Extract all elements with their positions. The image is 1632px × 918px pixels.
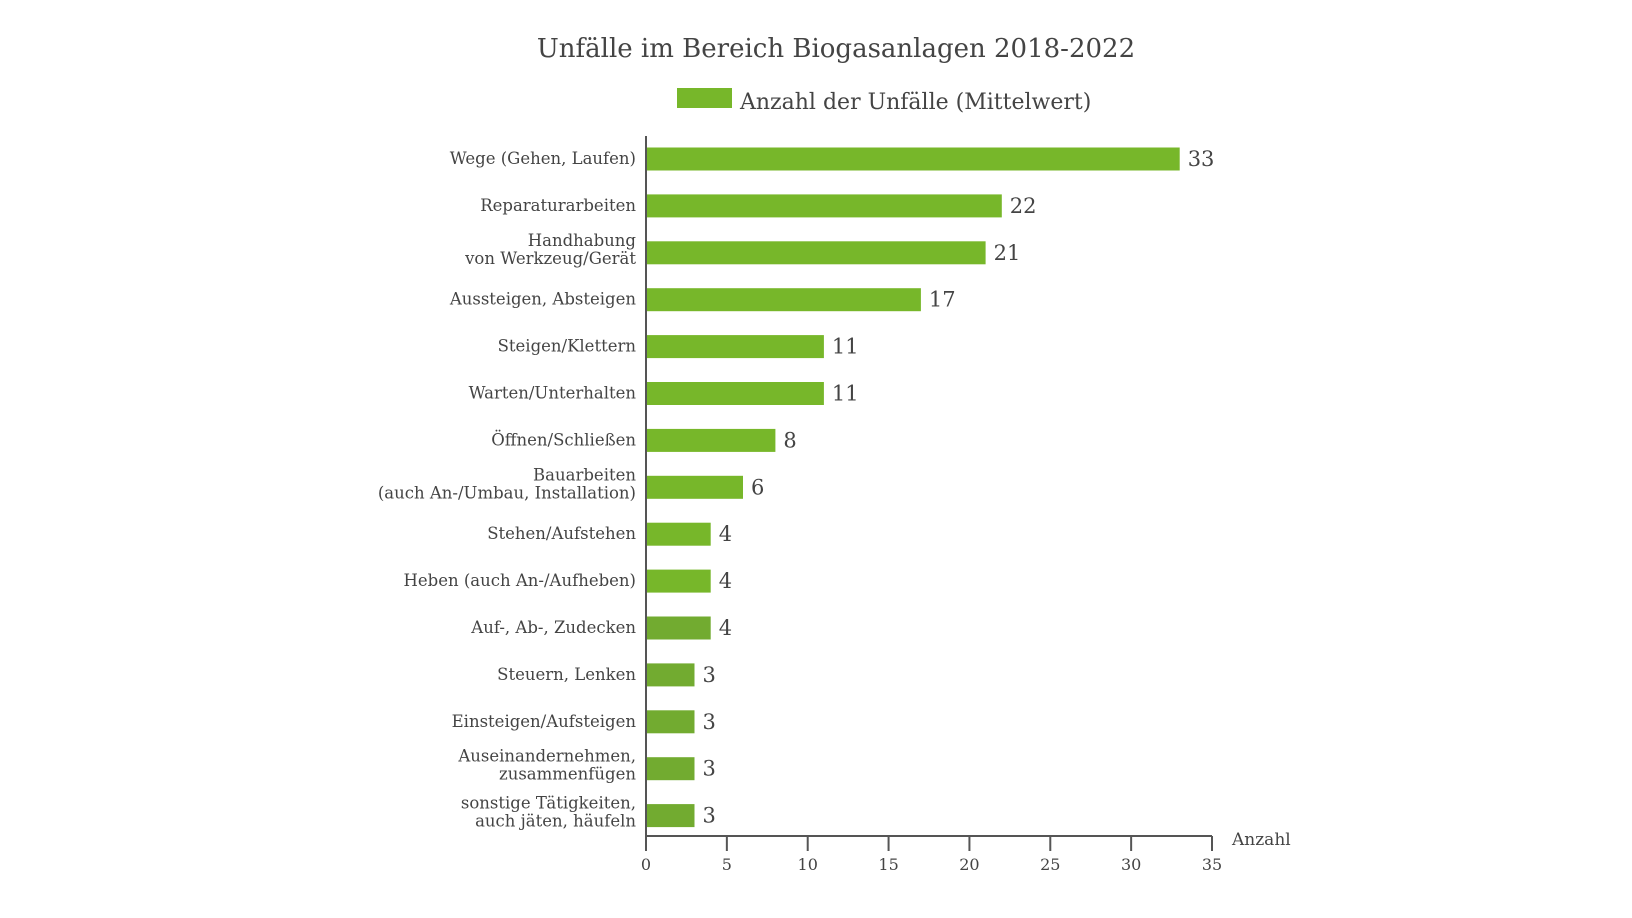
bar (646, 288, 921, 312)
category-label-line: Handhabung (528, 231, 637, 250)
category-label: Steigen/Klettern (498, 337, 637, 356)
category-label-line: Einsteigen/Aufsteigen (452, 712, 637, 731)
bar (646, 475, 743, 499)
bar-value-label: 21 (994, 241, 1021, 265)
category-label-line: Reparaturarbeiten (480, 196, 636, 215)
legend-swatch (677, 88, 732, 108)
bar (646, 663, 695, 687)
category-label-line: Wege (Gehen, Laufen) (450, 149, 636, 168)
category-label-line: Steuern, Lenken (497, 665, 636, 684)
bar-value-label: 11 (832, 382, 859, 406)
bar-value-label: 4 (719, 616, 732, 640)
bar-value-label: 3 (703, 757, 716, 781)
category-label: Steuern, Lenken (497, 665, 636, 684)
category-label: sonstige Tätigkeiten, auch jäten, häufeln (461, 794, 636, 831)
category-label-line: Aussteigen, Absteigen (449, 290, 637, 309)
bar (646, 241, 986, 265)
bar (646, 616, 711, 640)
category-label-line: Stehen/Aufstehen (487, 524, 636, 543)
bar-value-label: 33 (1188, 147, 1215, 171)
category-label: Handhabung von Werkzeug/Gerät (464, 231, 636, 268)
category-label-line: Auf-, Ab-, Zudecken (470, 618, 636, 637)
category-label: Warten/Unterhalten (469, 384, 637, 403)
x-axis-title: Anzahl (1231, 830, 1291, 850)
x-tick-label: 15 (878, 855, 898, 874)
bar (646, 194, 1002, 218)
category-label: Bauarbeiten (auch An-/Umbau, Installation… (378, 465, 637, 502)
bars-group (646, 147, 1180, 828)
category-label-line: Steigen/Klettern (498, 337, 637, 356)
x-tick-label: 10 (798, 855, 818, 874)
bar (646, 428, 776, 452)
category-label-line: Heben (auch An-/Aufheben) (404, 571, 636, 590)
bar (646, 710, 695, 734)
bar (646, 382, 824, 405)
category-label: Auseinandernehmen, zusammenfügen (457, 747, 636, 784)
category-labels: Wege (Gehen, Laufen) Reparaturarbeiten Han… (378, 149, 637, 831)
bar-value-label: 22 (1010, 194, 1037, 218)
bar-value-label: 3 (703, 663, 716, 687)
legend: Anzahl der Unfälle (Mittelwert) (677, 88, 1091, 115)
x-tick-label: 5 (722, 855, 732, 874)
bar-value-label: 6 (751, 475, 764, 499)
bar-value-label: 3 (703, 804, 716, 828)
x-tick-label: 30 (1121, 855, 1141, 874)
bar (646, 147, 1180, 171)
category-label-line: (auch An-/Umbau, Installation) (378, 483, 636, 502)
category-label-line: zusammenfügen (499, 765, 636, 784)
category-label-line: von Werkzeug/Gerät (464, 249, 636, 268)
bar (646, 522, 711, 546)
category-label-line: Auseinandernehmen, (457, 747, 636, 766)
bar (646, 335, 824, 359)
category-label: Auf-, Ab-, Zudecken (470, 618, 636, 637)
category-label: Öffnen/Schließen (491, 429, 636, 449)
legend-label: Anzahl der Unfälle (Mittelwert) (739, 90, 1091, 115)
bar-value-label: 4 (719, 522, 732, 546)
bar-value-label: 4 (719, 569, 732, 593)
bar (646, 757, 695, 781)
x-tick-label: 35 (1202, 855, 1222, 874)
bar-value-label: 17 (929, 288, 956, 312)
bar (646, 804, 695, 828)
category-label-line: Bauarbeiten (533, 465, 636, 484)
category-label: Wege (Gehen, Laufen) (450, 149, 636, 168)
category-label-line: sonstige Tätigkeiten, (461, 794, 636, 813)
axes: 0 5 10 15 20 25 30 35 (641, 136, 1222, 874)
bar-value-label: 11 (832, 335, 859, 359)
category-label: Heben (auch An-/Aufheben) (404, 571, 636, 590)
category-label: Einsteigen/Aufsteigen (452, 712, 637, 731)
x-tick-label: 0 (641, 855, 651, 874)
category-label: Stehen/Aufstehen (487, 524, 636, 543)
x-tick-label: 20 (959, 855, 979, 874)
category-label: Aussteigen, Absteigen (449, 290, 637, 309)
bar (646, 569, 711, 593)
category-label-line: Öffnen/Schließen (491, 429, 636, 449)
bar-value-label: 8 (783, 428, 796, 452)
chart-title: Unfälle im Bereich Biogasanlagen 2018-20… (537, 34, 1135, 64)
bar-value-label: 3 (703, 710, 716, 734)
category-label-line: auch jäten, häufeln (475, 812, 636, 831)
category-label: Reparaturarbeiten (480, 196, 636, 215)
category-label-line: Warten/Unterhalten (469, 384, 637, 403)
x-tick-label: 25 (1040, 855, 1060, 874)
